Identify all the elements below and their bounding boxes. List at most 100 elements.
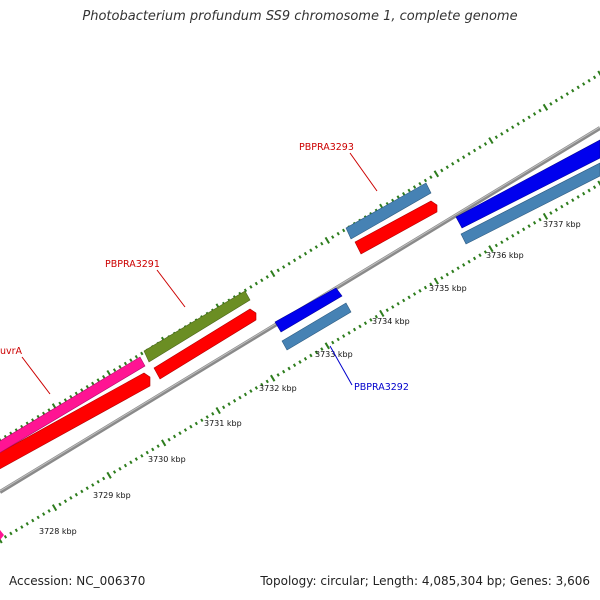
tick-mark — [194, 421, 198, 426]
tick-mark — [314, 245, 318, 249]
tick-mark — [42, 512, 46, 516]
tick-mark — [238, 395, 242, 400]
tick-mark — [260, 382, 264, 387]
tick-mark — [63, 499, 68, 503]
tick-mark — [31, 518, 35, 523]
tick-mark — [324, 342, 330, 350]
leader-pbpra3293 — [349, 152, 378, 192]
tick-mark — [582, 82, 586, 86]
tick-mark — [358, 324, 362, 329]
tick-mark — [542, 103, 549, 111]
scale-label: 3733 kbp — [315, 350, 353, 359]
tick-mark — [91, 483, 95, 487]
tick-mark — [102, 476, 106, 481]
tick-mark — [58, 401, 62, 406]
tick-mark — [96, 378, 100, 382]
scale-label: 3728 kbp — [39, 527, 77, 536]
tick-mark — [123, 361, 128, 366]
reverse-cds-pbpra3291[interactable] — [153, 308, 257, 380]
forward-cds-uvrA[interactable] — [0, 356, 146, 455]
tick-mark — [433, 277, 439, 285]
accession-text: Accession: NC_006370 — [9, 574, 146, 588]
tick-mark — [112, 470, 117, 474]
tick-mark — [451, 269, 455, 274]
tick-mark — [91, 381, 95, 386]
tick-mark — [488, 245, 494, 253]
tick-mark — [456, 158, 460, 163]
scale-label: 3734 kbp — [372, 317, 410, 326]
tick-mark — [352, 327, 357, 332]
tick-mark — [478, 253, 482, 258]
tick-mark — [324, 236, 330, 244]
forward-cds-pbpra3291[interactable] — [143, 290, 251, 363]
tick-mark — [118, 466, 122, 471]
tick-mark — [467, 152, 471, 156]
cds-right-upper[interactable] — [455, 139, 600, 229]
tick-mark — [205, 415, 209, 419]
reverse-cds-uvrA[interactable] — [0, 372, 151, 471]
scale-labels: 3728 kbp 3729 kbp 3730 kbp 3731 kbp 3732… — [39, 220, 581, 536]
cds-right-lower[interactable] — [460, 162, 600, 245]
tick-mark — [527, 224, 531, 228]
tick-mark — [511, 234, 515, 238]
tick-mark — [215, 406, 221, 415]
tick-mark — [522, 227, 526, 232]
tick-mark — [189, 424, 193, 429]
tick-mark — [106, 471, 112, 479]
tick-mark — [407, 295, 411, 300]
tick-mark — [412, 292, 417, 296]
tick-mark — [200, 418, 204, 423]
tick-mark — [265, 275, 269, 279]
tick-mark — [565, 92, 569, 96]
tick-mark — [183, 428, 188, 432]
tick-mark — [592, 185, 597, 189]
tick-mark — [74, 391, 78, 396]
tick-mark — [396, 301, 400, 306]
scale-label: 3731 kbp — [204, 419, 242, 428]
tick-mark — [538, 217, 542, 222]
scale-label: 3737 kbp — [543, 220, 581, 229]
tick-mark — [483, 142, 488, 146]
tick-mark — [549, 102, 553, 106]
tick-mark — [418, 181, 422, 186]
tick-mark — [462, 155, 466, 159]
tick-mark — [429, 175, 433, 179]
tick-mark — [576, 85, 580, 90]
tick-mark — [129, 358, 133, 362]
gene-label-uvrA: uvrA — [0, 346, 23, 357]
tick-mark — [418, 288, 422, 293]
tick-mark — [494, 135, 498, 139]
map-title: Photobacterium profundum SS9 chromosome … — [82, 9, 518, 24]
tick-mark — [320, 347, 324, 351]
tick-mark — [516, 122, 520, 126]
tick-mark — [402, 192, 406, 196]
tick-mark — [429, 282, 433, 287]
tick-mark — [433, 170, 440, 178]
tick-mark — [505, 128, 509, 133]
tick-mark — [112, 368, 117, 372]
tick-mark — [538, 108, 542, 113]
cds-pbpra3292-upper[interactable] — [274, 287, 343, 333]
tick-mark — [9, 531, 13, 536]
tick-mark — [527, 115, 531, 120]
tick-mark — [118, 364, 122, 369]
tick-mark — [554, 208, 558, 212]
cds-bottom-left[interactable] — [0, 530, 4, 540]
tick-mark — [211, 412, 215, 416]
tick-mark — [69, 496, 73, 500]
tick-mark — [505, 237, 509, 241]
cds-pbpra3292-lower[interactable] — [281, 302, 352, 351]
tick-mark — [554, 98, 558, 103]
tick-mark — [369, 318, 373, 322]
tick-mark — [462, 263, 466, 267]
gene-label-pbpra3292: PBPRA3292 — [354, 382, 409, 393]
tick-mark — [80, 489, 84, 494]
tick-mark — [440, 168, 444, 173]
tick-mark — [123, 463, 128, 468]
tick-mark — [331, 340, 335, 345]
leader-pbpra3292 — [329, 345, 353, 386]
forward-cds-pbpra3293[interactable] — [345, 182, 432, 240]
tick-mark — [0, 538, 3, 544]
reverse-cds-pbpra3293[interactable] — [354, 200, 438, 255]
tick-mark — [145, 450, 149, 455]
